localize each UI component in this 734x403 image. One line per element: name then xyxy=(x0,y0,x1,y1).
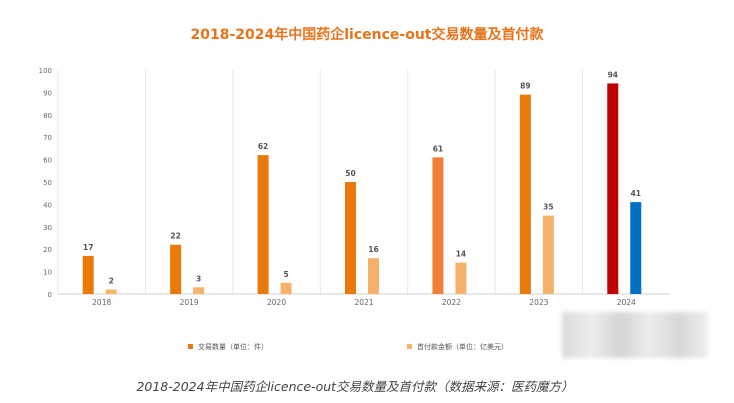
data-label-amount: 35 xyxy=(543,203,553,212)
legend-label-count: 交易数量（单位：件） xyxy=(198,342,268,351)
data-label-count: 61 xyxy=(433,144,443,153)
data-label-count: 50 xyxy=(345,169,355,178)
data-label-count: 22 xyxy=(170,232,180,241)
grid xyxy=(57,70,670,295)
y-axis: 0 10 20 30 40 50 60 70 80 90 100 xyxy=(39,67,52,299)
y-tick-label: 20 xyxy=(43,246,52,254)
x-tick-label: 2019 xyxy=(180,298,199,307)
y-tick-label: 100 xyxy=(39,67,52,75)
bar-amount xyxy=(455,262,467,294)
bar-count xyxy=(519,94,531,294)
data-label-count: 89 xyxy=(520,82,530,91)
y-tick-label: 90 xyxy=(43,89,52,97)
bar-count xyxy=(82,255,94,294)
x-tick-label: 2022 xyxy=(442,298,461,307)
y-tick-label: 10 xyxy=(43,269,52,277)
bar-count xyxy=(607,83,619,294)
x-tick-label: 2020 xyxy=(267,298,286,307)
chart-title: 2018-2024年中国药企licence-out交易数量及首付款 xyxy=(191,26,545,43)
y-tick-label: 70 xyxy=(43,134,52,142)
data-label-amount: 16 xyxy=(368,245,378,254)
blurred-watermark xyxy=(562,312,708,358)
legend-label-amount: 首付款金额（单位：亿美元） xyxy=(417,342,508,351)
bar-amount xyxy=(105,289,117,294)
y-tick-label: 50 xyxy=(43,179,52,187)
data-label-amount: 2 xyxy=(109,277,114,286)
bar-count xyxy=(432,157,444,294)
y-tick-label: 0 xyxy=(48,291,52,299)
bar-amount xyxy=(542,215,554,294)
chart-caption: 2018-2024年中国药企licence-out交易数量及首付款（数据来源：医… xyxy=(136,379,573,394)
bar-count xyxy=(257,155,269,294)
y-tick-label: 40 xyxy=(43,201,52,209)
x-tick-label: 2021 xyxy=(354,298,373,307)
bar-amount xyxy=(630,202,642,294)
x-tick-label: 2024 xyxy=(617,298,636,307)
x-tick-label: 2023 xyxy=(529,298,548,307)
legend: 交易数量（单位：件） 首付款金额（单位：亿美元） xyxy=(188,342,508,351)
x-axis: 2018 2019 2020 2021 2022 2023 2024 xyxy=(92,298,636,307)
data-label-amount: 5 xyxy=(283,270,288,279)
y-tick-label: 80 xyxy=(43,112,52,120)
bar-amount xyxy=(368,258,379,294)
bar-amount xyxy=(280,282,292,294)
data-label-amount: 41 xyxy=(631,189,641,198)
data-label-count: 17 xyxy=(83,243,93,252)
bars xyxy=(82,83,642,294)
legend-swatch-amount xyxy=(407,344,412,349)
data-label-count: 94 xyxy=(608,70,618,79)
bar-count xyxy=(170,244,182,294)
legend-swatch-count xyxy=(188,344,193,349)
bar-count xyxy=(345,182,356,294)
data-label-amount: 14 xyxy=(456,250,466,259)
data-label-count: 62 xyxy=(258,142,268,151)
bar-amount xyxy=(193,287,205,294)
y-tick-label: 60 xyxy=(43,157,52,165)
x-tick-label: 2018 xyxy=(92,298,111,307)
data-label-amount: 3 xyxy=(196,274,201,283)
y-tick-label: 30 xyxy=(43,224,52,232)
